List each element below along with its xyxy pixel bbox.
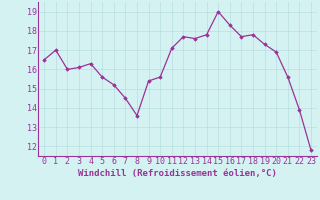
X-axis label: Windchill (Refroidissement éolien,°C): Windchill (Refroidissement éolien,°C) <box>78 169 277 178</box>
